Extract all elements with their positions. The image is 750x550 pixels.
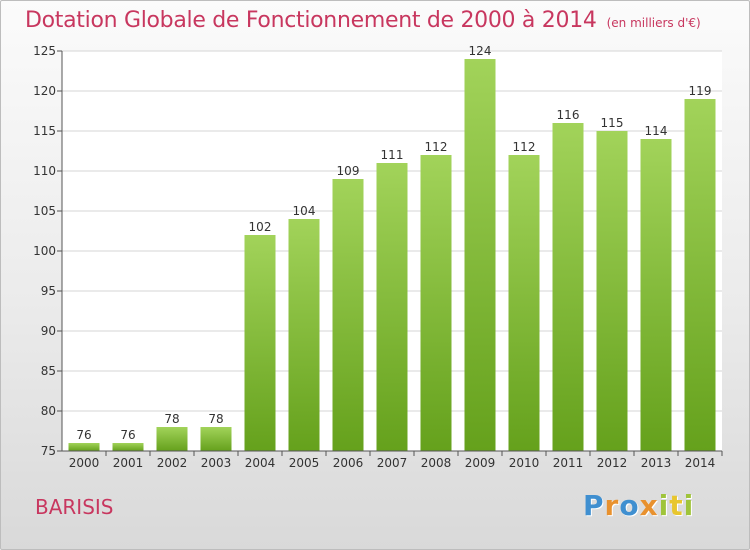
- proxiti-logo: Proxiti: [583, 489, 695, 522]
- axes: 75 80 85 90 95 100 105 110 115 120 125 2000 2001 2002…: [33, 44, 723, 470]
- bar: [332, 179, 364, 451]
- bar: [112, 443, 144, 451]
- x-tick-label: 2001: [113, 456, 144, 470]
- x-tick-label: 2013: [641, 456, 672, 470]
- x-tick-label: 2006: [333, 456, 364, 470]
- x-tick-label: 2002: [157, 456, 188, 470]
- bar: [156, 427, 188, 451]
- bar: [420, 155, 452, 451]
- bar: [200, 427, 232, 451]
- data-label: 78: [164, 412, 179, 426]
- data-labels: 76 76 78 78 102 104 109 111 112 124 112 116 115 114 11…: [76, 44, 711, 442]
- bar: [244, 235, 276, 451]
- place-name: BARISIS: [35, 495, 114, 519]
- y-tick-label: 110: [33, 164, 56, 178]
- data-label: 114: [645, 124, 668, 138]
- y-tick-label: 90: [41, 324, 56, 338]
- chart-title: Dotation Globale de Fonctionnement de 20…: [25, 8, 701, 33]
- data-label: 104: [293, 204, 316, 218]
- bar: [640, 139, 672, 451]
- data-label: 115: [601, 116, 624, 130]
- y-tick-label: 80: [41, 404, 56, 418]
- data-label: 76: [120, 428, 135, 442]
- x-tick-label: 2010: [509, 456, 540, 470]
- x-tick-label: 2000: [69, 456, 100, 470]
- y-tick-label: 115: [33, 124, 56, 138]
- data-label: 119: [689, 84, 712, 98]
- data-label: 116: [557, 108, 580, 122]
- bar: [684, 99, 716, 451]
- chart-unit: (en milliers d'€): [606, 16, 701, 30]
- x-tick-label: 2008: [421, 456, 452, 470]
- bar: [596, 131, 628, 451]
- data-label: 76: [76, 428, 91, 442]
- data-label: 102: [249, 220, 272, 234]
- bars: [68, 59, 716, 451]
- y-tick-label: 125: [33, 44, 56, 58]
- y-tick-label: 85: [41, 364, 56, 378]
- x-tick-label: 2003: [201, 456, 232, 470]
- data-label: 109: [337, 164, 360, 178]
- y-tick-label: 95: [41, 284, 56, 298]
- x-tick-label: 2004: [245, 456, 276, 470]
- y-tick-label: 75: [41, 444, 56, 458]
- y-tick-label: 105: [33, 204, 56, 218]
- x-tick-label: 2014: [685, 456, 716, 470]
- x-tick-label: 2012: [597, 456, 628, 470]
- data-label: 111: [381, 148, 404, 162]
- bar: [552, 123, 584, 451]
- bar: [68, 443, 100, 451]
- bar: [376, 163, 408, 451]
- y-tick-label: 100: [33, 244, 56, 258]
- bar: [464, 59, 496, 451]
- y-tick-label: 120: [33, 84, 56, 98]
- bar: [288, 219, 320, 451]
- data-label: 124: [469, 44, 492, 58]
- x-tick-label: 2005: [289, 456, 320, 470]
- data-label: 78: [208, 412, 223, 426]
- data-label: 112: [513, 140, 536, 154]
- x-tick-label: 2009: [465, 456, 496, 470]
- chart-title-text: Dotation Globale de Fonctionnement de 20…: [25, 8, 597, 33]
- x-tick-label: 2011: [553, 456, 584, 470]
- x-tick-label: 2007: [377, 456, 408, 470]
- data-label: 112: [425, 140, 448, 154]
- bar: [508, 155, 540, 451]
